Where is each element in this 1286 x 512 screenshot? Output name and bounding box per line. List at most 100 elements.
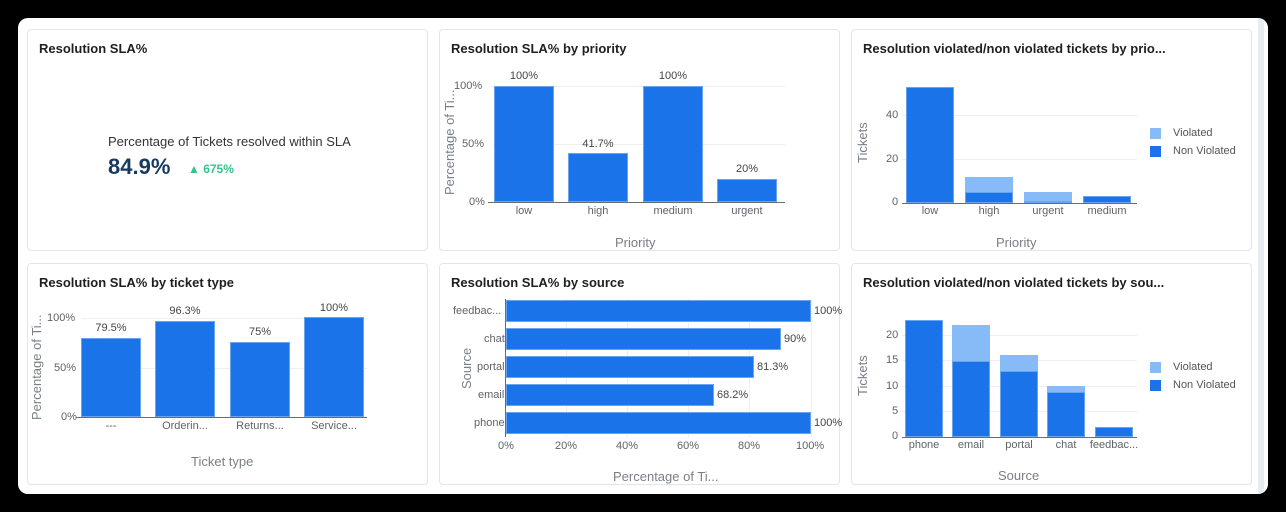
data-label: 100% [814,305,843,317]
x-tick: --- [105,420,117,432]
x-axis-title: Source [998,468,1040,483]
x-tick: low [921,205,939,217]
y-axis-line [505,299,506,437]
x-tick: feedbac... [1089,439,1139,451]
x-tick: email [957,439,985,451]
bar-service[interactable] [304,317,364,417]
legend-label[interactable]: Violated [1173,361,1213,373]
chart-card-violated-by-source: Resolution violated/non violated tickets… [851,263,1252,485]
gridline [902,335,1137,336]
legend-swatch-violated [1150,362,1161,373]
data-label: 75% [248,326,272,338]
x-axis-line [902,437,1137,438]
y-axis-title: Percentage of Ti... [29,314,44,420]
bar-phone[interactable] [506,412,811,434]
y-tick: 0 [892,196,899,208]
x-tick: high [978,205,1000,217]
x-tick: 60% [677,440,700,452]
kpi-delta: ▲ 675% [188,162,234,176]
bar-none[interactable] [81,338,141,417]
data-label: 81.3% [757,361,789,373]
x-tick: Returns... [236,420,284,432]
y-tick: chat [484,333,505,345]
bar-portal-violated[interactable] [1000,355,1038,371]
gridline [81,368,367,369]
gridline [81,318,367,319]
bar-chat-violated[interactable] [1047,386,1085,392]
y-tick: phone [474,417,505,429]
bar-email[interactable] [506,384,714,406]
y-axis-title: Percentage of Ti... [442,89,457,195]
x-axis-title: Ticket type [191,454,254,469]
chart-card-sla-by-source: Resolution SLA% by source Source feedbac… [439,263,843,485]
x-axis-line [902,203,1137,204]
bar-feedback[interactable] [506,300,811,322]
card-title: Resolution violated/non violated tickets… [863,41,1166,56]
gridline [493,86,785,87]
bar-ordering[interactable] [155,321,215,417]
bar-portal-non-violated[interactable] [1000,371,1038,437]
bar-low[interactable] [494,86,554,202]
data-label: 90% [784,333,807,345]
x-tick: 80% [738,440,761,452]
y-tick: 0% [61,411,77,423]
y-tick: 0 [892,430,899,442]
gridline [902,159,1137,160]
x-axis-title: Percentage of Ti... [613,469,719,484]
y-tick: 15 [886,354,899,366]
legend-swatch-non-violated [1150,146,1161,157]
bar-medium[interactable] [643,86,703,202]
x-axis-title: Priority [996,235,1037,250]
gridline [493,144,785,145]
y-axis-title: Tickets [855,355,870,396]
data-label: 100% [509,70,539,82]
x-tick: urgent [731,205,763,217]
legend-label[interactable]: Violated [1173,127,1213,139]
x-tick: medium [1087,205,1127,217]
x-tick: Orderin... [162,420,208,432]
bar-email-non-violated[interactable] [952,361,990,437]
y-tick: 100% [454,80,483,92]
bar-low-non-violated[interactable] [906,87,954,203]
x-tick: 20% [555,440,578,452]
data-label: 79.5% [95,322,127,334]
data-label: 20% [735,163,759,175]
bar-high[interactable] [568,153,628,202]
data-label: 100% [814,417,843,429]
bar-chat-non-violated[interactable] [1047,392,1085,437]
legend-label[interactable]: Non Violated [1173,145,1236,157]
bar-urgent-violated[interactable] [1024,192,1072,201]
legend-swatch-non-violated [1150,380,1161,391]
y-tick: portal [477,361,505,373]
chart-card-sla-by-priority: Resolution SLA% by priority Percentage o… [439,29,840,251]
kpi-card-resolution-sla: Resolution SLA% Percentage of Tickets re… [27,29,428,251]
bar-portal[interactable] [506,356,754,378]
data-label: 100% [658,70,688,82]
kpi-label: Percentage of Tickets resolved within SL… [108,134,351,149]
data-label: 41.7% [582,138,614,150]
y-tick: 20 [886,329,899,341]
bar-returns[interactable] [230,342,290,417]
scrollbar[interactable] [1258,18,1264,494]
bar-high-non-violated[interactable] [965,192,1013,203]
y-tick: 100% [47,312,76,324]
bar-email-violated[interactable] [952,325,990,361]
y-tick: 10 [886,380,899,392]
bar-chat[interactable] [506,328,781,350]
legend-label[interactable]: Non Violated [1173,379,1236,391]
x-tick: 40% [616,440,639,452]
chart-card-sla-by-ticket-type: Resolution SLA% by ticket type Percentag… [27,263,428,485]
x-tick: low [515,205,533,217]
bar-urgent-non-violated[interactable] [1024,201,1072,203]
bar-medium-non-violated[interactable] [1083,196,1131,203]
bar-urgent[interactable] [717,179,777,202]
bar-feedback-non-violated[interactable] [1095,427,1133,437]
x-tick: chat [1055,439,1077,451]
bar-phone-non-violated[interactable] [905,320,943,437]
bar-high-violated[interactable] [965,177,1013,192]
y-tick: 50% [462,138,485,150]
data-label: 96.3% [169,305,201,317]
data-label: 100% [319,302,349,314]
y-tick: email [478,389,505,401]
x-tick: portal [1005,439,1033,451]
